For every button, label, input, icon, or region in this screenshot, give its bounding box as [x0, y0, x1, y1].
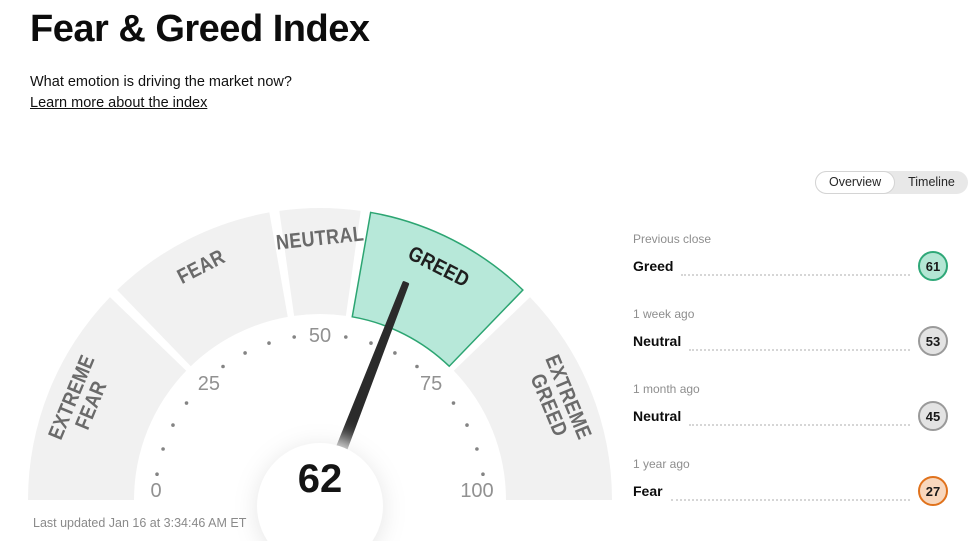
gauge-tick-dot	[243, 351, 247, 355]
gauge-tick-dot	[155, 472, 159, 476]
view-toggle: Overview Timeline	[815, 171, 968, 194]
history-row: 1 week ago Neutral 53	[633, 307, 948, 356]
gauge-tick-dot	[267, 341, 271, 345]
gauge-scale-label: 100	[460, 480, 493, 502]
gauge-segment-greed	[351, 211, 524, 368]
learn-more-link[interactable]: Learn more about the index	[30, 95, 208, 111]
gauge-tick-dot	[344, 335, 348, 339]
gauge-segment-extreme-greed	[453, 297, 612, 500]
gauge-tick-dot	[292, 335, 296, 339]
gauge-center-disc	[257, 443, 383, 541]
history-score-badge: 53	[918, 326, 948, 356]
history-row: 1 year ago Fear 27	[633, 457, 948, 506]
page-subtitle: What emotion is driving the market now?	[30, 74, 292, 90]
gauge-scale-label: 25	[198, 373, 220, 395]
gauge-tick-dot	[171, 423, 175, 427]
gauge-segment-fear	[117, 212, 288, 367]
gauge-scale-label: 75	[420, 373, 442, 395]
gauge-tick-dot	[221, 364, 225, 369]
last-updated-text: Last updated Jan 16 at 3:34:46 AM ET	[33, 516, 247, 530]
gauge-tick-dot	[481, 472, 485, 476]
leader-dots	[689, 349, 910, 351]
history-period-label: 1 week ago	[633, 307, 695, 321]
history-period-label: Previous close	[633, 232, 712, 246]
history-panel: Previous close Greed 61 1 week ago Neutr…	[633, 232, 948, 532]
history-sentiment-label: Neutral	[633, 333, 682, 349]
gauge-tick-dot	[465, 423, 469, 427]
history-period-label: 1 month ago	[633, 382, 700, 396]
gauge-segment-neutral	[279, 208, 361, 316]
fear-greed-gauge: EXTREMEFEARFEARNEUTRALGREEDEXTREMEGREED0…	[28, 208, 612, 541]
gauge-segment-extreme-fear	[28, 297, 187, 500]
history-sentiment-label: Fear	[633, 483, 663, 499]
gauge-scale-label: 50	[309, 325, 331, 347]
history-row: Previous close Greed 61	[633, 232, 948, 281]
gauge-tick-dot	[369, 341, 373, 345]
page-title: Fear & Greed Index	[30, 8, 370, 50]
leader-dots	[689, 424, 910, 426]
history-score-badge: 61	[918, 251, 948, 281]
gauge-tick-dot	[161, 447, 165, 451]
gauge-tick-dot	[451, 401, 456, 405]
gauge-tick-dot	[475, 447, 479, 451]
gauge-tick-dot	[184, 401, 189, 405]
gauge-tick-dot	[393, 351, 397, 355]
history-row: 1 month ago Neutral 45	[633, 382, 948, 431]
tab-timeline[interactable]: Timeline	[895, 171, 968, 194]
tab-overview[interactable]: Overview	[815, 171, 896, 194]
history-period-label: 1 year ago	[633, 457, 690, 471]
leader-dots	[681, 274, 910, 276]
gauge-tick-dot	[415, 364, 419, 369]
history-score-badge: 45	[918, 401, 948, 431]
history-score-badge: 27	[918, 476, 948, 506]
gauge-scale-label: 0	[150, 480, 161, 502]
leader-dots	[670, 499, 910, 501]
gauge-value: 62	[298, 457, 343, 501]
history-sentiment-label: Greed	[633, 258, 674, 274]
history-sentiment-label: Neutral	[633, 408, 682, 424]
